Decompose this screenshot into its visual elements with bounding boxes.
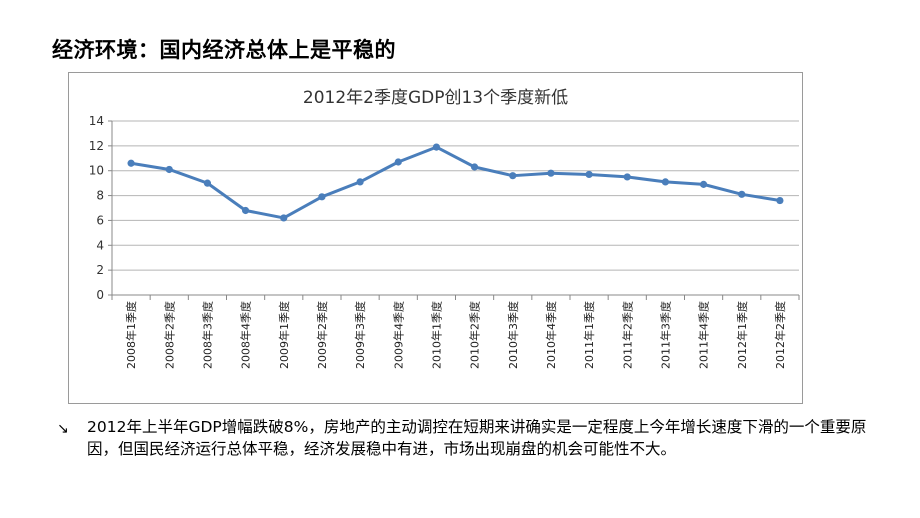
x-tick-label: 2012年1季度 (735, 301, 749, 369)
x-tick-label: 2009年4季度 (391, 301, 405, 369)
data-point (394, 158, 402, 166)
data-point (241, 206, 250, 215)
x-tick-label: 2011年2季度 (620, 301, 634, 369)
x-tick-label: 2010年4季度 (544, 301, 558, 369)
data-point (661, 178, 670, 186)
data-point (203, 179, 212, 187)
data-point (127, 159, 135, 167)
x-tick-label: 2010年3季度 (506, 301, 520, 369)
data-point (165, 165, 173, 174)
data-point (623, 173, 631, 181)
chart-frame: 2012年2季度GDP创13个季度新低 0 2 4 6 8 10 12 14 2008年1季度 2… (68, 72, 803, 404)
y-tick-label: 8 (96, 189, 104, 203)
x-tick-label: 2010年1季度 (429, 301, 443, 369)
data-point (738, 190, 746, 198)
x-tick-label: 2011年3季度 (658, 301, 672, 369)
y-tick-label: 12 (89, 139, 104, 153)
chart-title: 2012年2季度GDP创13个季度新低 (302, 88, 569, 108)
x-tick-label: 2008年2季度 (162, 301, 176, 369)
y-tick-label: 0 (96, 288, 104, 302)
x-tick-label: 2011年1季度 (582, 301, 596, 369)
y-tick-label: 10 (89, 164, 104, 178)
data-point (585, 170, 593, 179)
x-tick-label: 2008年4季度 (239, 301, 253, 369)
x-tick-label: 2009年3季度 (353, 301, 367, 369)
x-tick-label: 2009年1季度 (277, 301, 291, 369)
x-tick-label: 2008年3季度 (200, 301, 214, 369)
data-point (318, 193, 326, 201)
data-point (432, 143, 441, 151)
data-point (280, 214, 288, 222)
x-tick-label: 2010年2季度 (468, 301, 482, 369)
data-point (699, 180, 708, 188)
data-point (509, 172, 517, 180)
x-tick-label: 2011年4季度 (697, 301, 711, 369)
y-tick-label: 2 (96, 263, 104, 277)
arrow-down-right-icon: ↘ (57, 421, 69, 437)
slide-title: 经济环境：国内经济总体上是平稳的 (52, 38, 396, 62)
y-tick-label: 14 (89, 114, 104, 128)
series-line (130, 145, 781, 220)
data-point (776, 196, 784, 205)
body-paragraph: 2012年上半年GDP增幅跌破8%，房地产的主动调控在短期来讲确实是一定程度上今… (87, 418, 867, 458)
data-point (470, 163, 479, 171)
y-tick-label: 6 (96, 213, 104, 227)
x-tick-label: 2008年1季度 (124, 301, 138, 369)
line-chart: 0 2 4 6 8 10 12 14 2008年1季度 2008年2季度 2008年3季度 2008年… (89, 114, 800, 369)
y-tick-label: 4 (96, 238, 104, 252)
x-tick-label: 2009年2季度 (315, 301, 329, 369)
x-tick-label: 2012年2季度 (773, 301, 787, 369)
data-point (356, 178, 364, 186)
data-point (547, 169, 555, 177)
